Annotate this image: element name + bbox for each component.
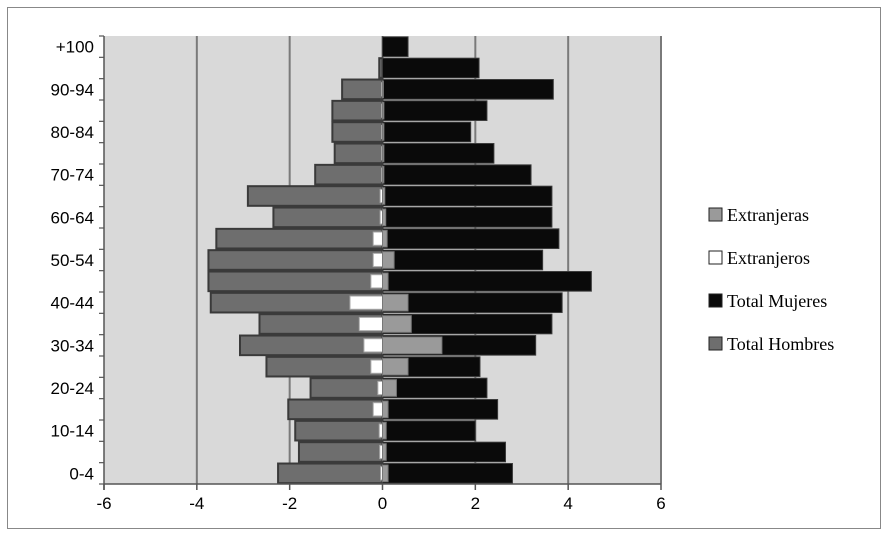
- bar-total-mujeres: [382, 441, 507, 463]
- bar-total-hombres: [309, 377, 384, 399]
- bar-total-hombres: [207, 270, 384, 293]
- x-tick-label: -2: [282, 494, 297, 513]
- bar-extranjeras: [382, 80, 384, 99]
- bar-total-mujeres: [382, 249, 544, 271]
- bar-extranjeros: [377, 380, 384, 396]
- legend-swatch-extranjeras: [708, 207, 723, 222]
- x-tick-label: -6: [96, 494, 111, 513]
- bar-total-hombres: [331, 99, 384, 122]
- bar-total-hombres: [239, 334, 384, 357]
- bar-total-hombres: [265, 355, 384, 378]
- bar-extranjeras: [382, 208, 387, 227]
- bar-total-hombres: [341, 78, 384, 101]
- bar-extranjeros: [372, 252, 384, 268]
- bar-extranjeros: [370, 359, 384, 374]
- bar-extranjeros: [349, 295, 383, 310]
- bar-total-hombres: [314, 163, 384, 186]
- bar-total-mujeres: [382, 100, 488, 121]
- legend-swatch-extranjeros: [708, 250, 723, 265]
- legend-label-extranjeros: Extranjeros: [727, 248, 810, 268]
- bar-extranjeras: [382, 165, 385, 184]
- legend-label-total-hombres: Total Hombres: [727, 334, 834, 354]
- bar-extranjeras: [382, 229, 388, 248]
- bar-extranjeras: [382, 336, 443, 355]
- bar-total-mujeres: [382, 79, 554, 100]
- bar-total-mujeres: [382, 164, 532, 185]
- y-tick-label: 80-84: [51, 123, 94, 142]
- bar-extranjeras: [382, 272, 389, 291]
- bar-total-mujeres: [382, 143, 495, 164]
- bar-extranjeras: [382, 251, 395, 269]
- bar-total-hombres: [277, 462, 384, 485]
- plot-area: -6 -4 -2 0 2 4 6 0-4 10-14 20-24 30-34 40-44 50-54 60…: [51, 35, 666, 513]
- y-tick-label: 90-94: [51, 80, 94, 99]
- bar-extranjeras: [382, 379, 397, 397]
- bar-total-hombres: [207, 249, 384, 271]
- bar-extranjeras: [382, 357, 409, 376]
- bar-total-mujeres: [382, 292, 563, 313]
- bar-total-hombres: [246, 185, 384, 207]
- bar-total-mujeres: [382, 399, 499, 420]
- bar-total-hombres: [297, 441, 384, 463]
- bar-extranjeros: [363, 338, 383, 353]
- bar-extranjeras: [382, 315, 412, 333]
- bar-total-mujeres: [382, 463, 513, 484]
- bar-total-hombres: [272, 206, 384, 229]
- bar-total-mujeres: [382, 228, 560, 249]
- legend-swatch-total-mujeres: [708, 293, 723, 308]
- bar-extranjeros: [370, 274, 384, 289]
- bar-extranjeros: [358, 316, 383, 332]
- legend: Extranjeras Extranjeros Total Mujeres Total…: [708, 205, 834, 354]
- bar-extranjeras: [382, 421, 387, 440]
- bar-extranjeras: [382, 464, 389, 483]
- legend-label-extranjeras: Extranjeras: [727, 205, 809, 225]
- legend-label-total-mujeres: Total Mujeres: [727, 291, 827, 311]
- bar-total-hombres: [333, 142, 384, 165]
- y-tick-label: 60-64: [51, 208, 94, 227]
- bar-extranjeras: [382, 187, 386, 205]
- bar-total-mujeres: [382, 377, 488, 399]
- bar-total-hombres: [215, 227, 384, 250]
- bar-extranjeros: [372, 402, 384, 417]
- bar-total-mujeres: [382, 207, 553, 228]
- bar-total-mujeres: [382, 57, 480, 79]
- bar-total-mujeres: [382, 185, 553, 207]
- bar-extranjeros: [372, 231, 384, 246]
- bar-total-mujeres: [382, 271, 592, 292]
- x-tick-label: 2: [471, 494, 480, 513]
- bar-total-mujeres: [382, 420, 476, 441]
- bar-extranjeras: [382, 144, 385, 163]
- y-tick-label: 20-24: [51, 379, 94, 398]
- y-tick-label: 10-14: [51, 422, 94, 441]
- y-tick-label: 0-4: [69, 464, 94, 483]
- bar-total-mujeres: [382, 121, 472, 143]
- y-tick-label: 40-44: [51, 294, 94, 313]
- bar-extranjeras: [382, 293, 409, 312]
- bar-total-hombres: [294, 419, 384, 442]
- bar-extranjeras: [382, 101, 385, 120]
- y-tick-label: 50-54: [51, 251, 94, 270]
- x-tick-label: 4: [563, 494, 572, 513]
- y-tick-label: 30-34: [51, 336, 94, 355]
- bar-total-mujeres: [382, 36, 409, 57]
- bar-extranjeras: [382, 400, 389, 419]
- y-tick-label: 70-74: [51, 166, 94, 185]
- x-tick-label: -4: [189, 494, 204, 513]
- bar-total-hombres: [331, 121, 384, 143]
- x-tick-label: 0: [378, 494, 387, 513]
- x-tick-label: 6: [656, 494, 665, 513]
- bar-extranjeras: [382, 443, 387, 461]
- y-tick-label: +100: [56, 38, 94, 57]
- legend-swatch-total-hombres: [708, 336, 723, 351]
- bar-extranjeras: [382, 123, 385, 141]
- bar-total-hombres: [287, 398, 384, 421]
